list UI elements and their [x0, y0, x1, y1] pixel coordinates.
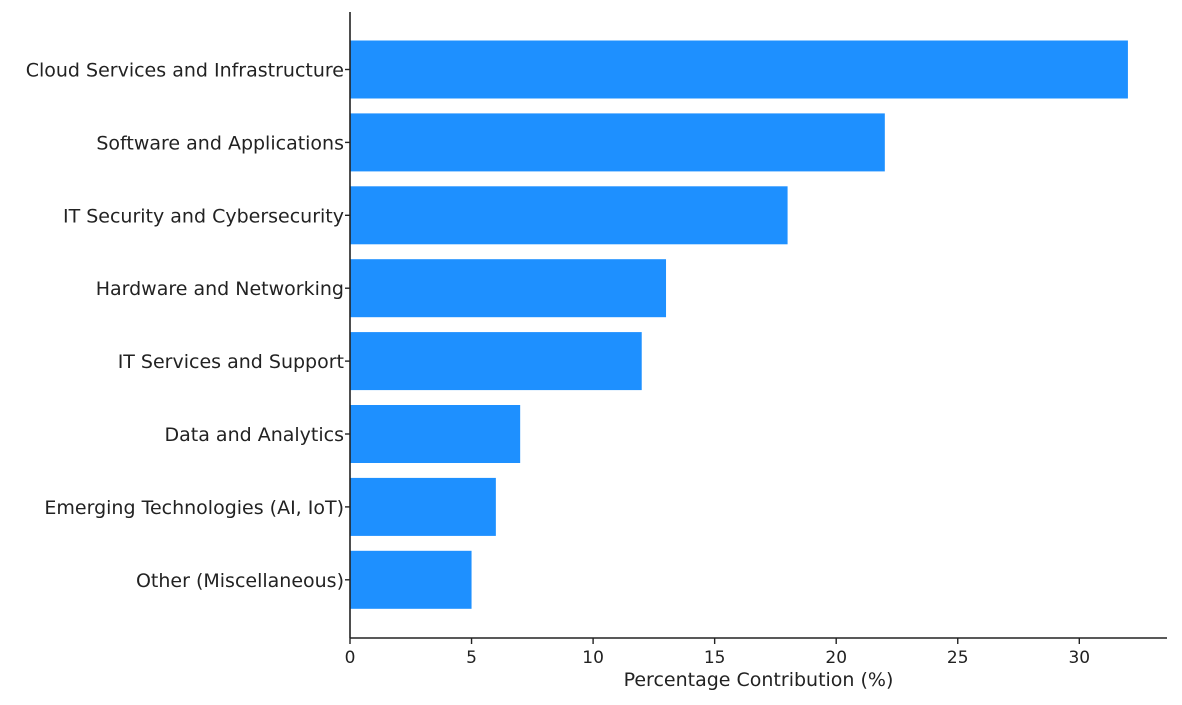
bar-5	[350, 405, 521, 463]
x-tick-label-6: 30	[1068, 648, 1090, 668]
category-label-1: Software and Applications	[96, 132, 344, 154]
x-tick-label-0: 0	[345, 648, 356, 668]
category-label-3: Hardware and Networking	[96, 278, 344, 300]
x-tick-label-1: 5	[466, 648, 477, 668]
x-axis-ticks: 0 5 10 15 20 25 30	[345, 638, 1090, 668]
x-tick-label-5: 25	[947, 648, 969, 668]
bars-group	[350, 40, 1128, 609]
bar-7	[350, 550, 472, 609]
bar-0	[350, 40, 1128, 99]
category-label-4: IT Services and Support	[118, 351, 344, 373]
category-labels: Cloud Services and Infrastructure Softwar…	[26, 60, 350, 592]
category-label-7: Other (Miscellaneous)	[136, 570, 344, 592]
x-tick-label-3: 15	[704, 648, 726, 668]
bar-1	[350, 113, 885, 172]
x-tick-label-2: 10	[582, 648, 604, 668]
category-label-2: IT Security and Cybersecurity	[63, 205, 344, 227]
bar-2	[350, 186, 788, 245]
bar-3	[350, 259, 667, 318]
bar-4	[350, 332, 642, 391]
bar-6	[350, 477, 496, 536]
category-label-0: Cloud Services and Infrastructure	[26, 60, 344, 82]
category-label-5: Data and Analytics	[165, 424, 344, 446]
category-label-6: Emerging Technologies (AI, IoT)	[44, 497, 344, 519]
x-tick-label-4: 20	[825, 648, 847, 668]
x-axis-title: Percentage Contribution (%)	[624, 669, 894, 691]
